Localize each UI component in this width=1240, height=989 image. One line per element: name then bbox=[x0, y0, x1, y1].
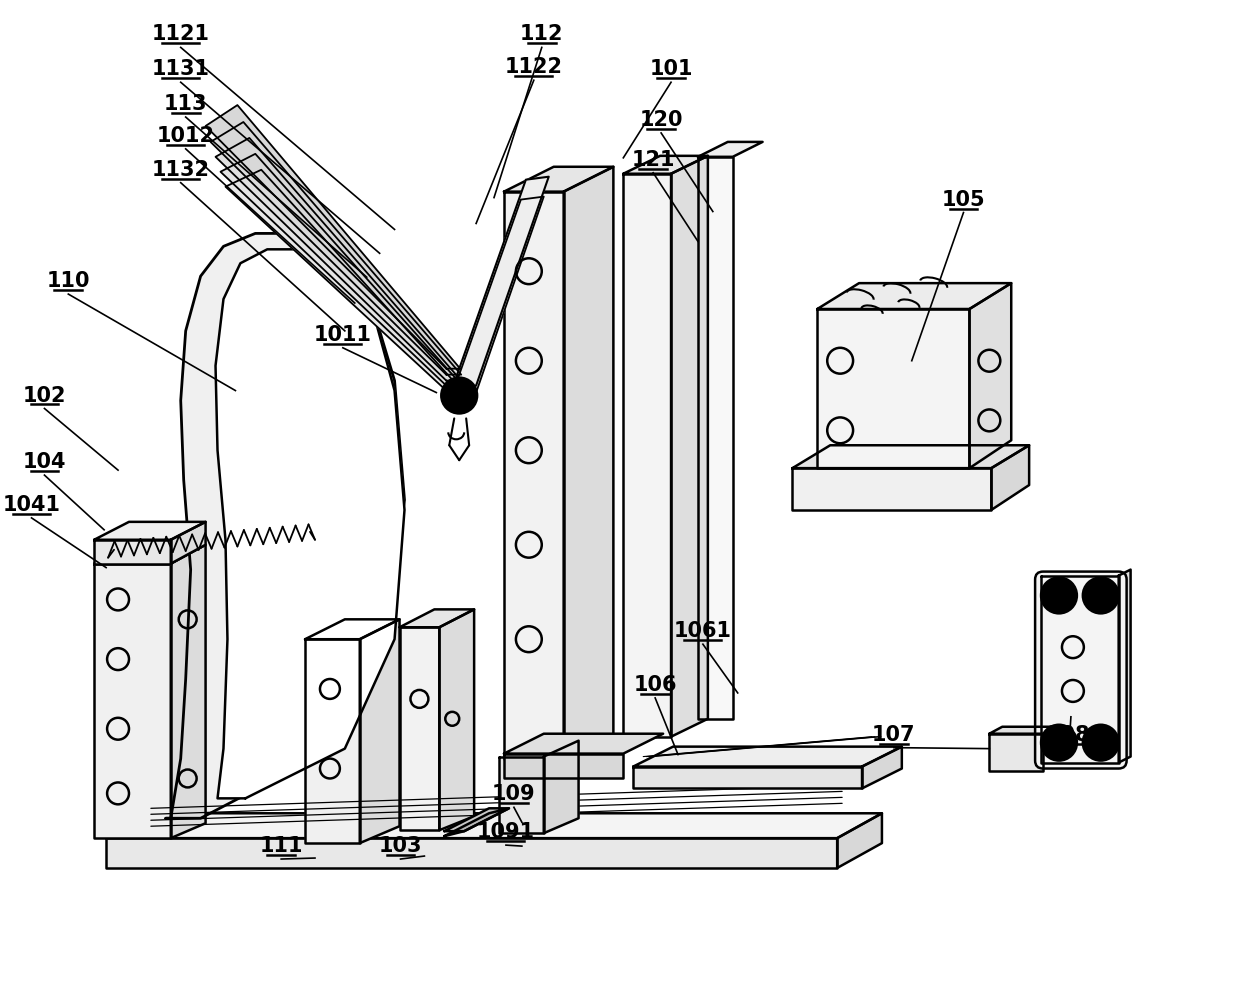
Polygon shape bbox=[792, 468, 991, 510]
Polygon shape bbox=[453, 177, 549, 389]
Polygon shape bbox=[206, 105, 460, 369]
Polygon shape bbox=[94, 545, 206, 564]
Polygon shape bbox=[1118, 570, 1131, 763]
Polygon shape bbox=[444, 808, 508, 831]
Text: 1131: 1131 bbox=[151, 59, 210, 79]
Polygon shape bbox=[498, 757, 544, 833]
Polygon shape bbox=[503, 734, 663, 754]
Polygon shape bbox=[399, 609, 474, 627]
Text: 101: 101 bbox=[650, 59, 693, 79]
Polygon shape bbox=[837, 813, 882, 868]
Polygon shape bbox=[544, 741, 579, 833]
Polygon shape bbox=[564, 167, 614, 759]
Polygon shape bbox=[503, 192, 564, 759]
Polygon shape bbox=[671, 156, 708, 737]
Polygon shape bbox=[862, 747, 901, 788]
Polygon shape bbox=[503, 754, 624, 778]
FancyBboxPatch shape bbox=[1035, 572, 1127, 768]
Text: 1061: 1061 bbox=[673, 621, 732, 641]
Polygon shape bbox=[94, 522, 206, 540]
Circle shape bbox=[451, 388, 467, 404]
Text: 120: 120 bbox=[640, 110, 683, 130]
Polygon shape bbox=[360, 619, 399, 843]
Polygon shape bbox=[399, 627, 439, 830]
Polygon shape bbox=[107, 838, 837, 868]
Polygon shape bbox=[439, 609, 474, 830]
Text: 107: 107 bbox=[872, 725, 915, 745]
Polygon shape bbox=[221, 154, 463, 386]
Polygon shape bbox=[634, 766, 862, 788]
Polygon shape bbox=[990, 727, 1056, 734]
Text: 110: 110 bbox=[47, 271, 91, 291]
Text: 104: 104 bbox=[22, 452, 66, 472]
Polygon shape bbox=[94, 564, 171, 838]
Polygon shape bbox=[817, 283, 1012, 309]
Polygon shape bbox=[624, 174, 671, 737]
Polygon shape bbox=[698, 157, 733, 719]
Text: 1091: 1091 bbox=[477, 822, 534, 843]
Polygon shape bbox=[94, 540, 171, 564]
Text: 103: 103 bbox=[378, 836, 423, 856]
Polygon shape bbox=[216, 249, 404, 798]
Polygon shape bbox=[1042, 576, 1118, 763]
Polygon shape bbox=[792, 445, 1029, 468]
Text: 105: 105 bbox=[941, 190, 986, 210]
Text: 1011: 1011 bbox=[314, 324, 372, 345]
Polygon shape bbox=[107, 813, 882, 838]
Text: 1012: 1012 bbox=[156, 126, 215, 146]
Text: 111: 111 bbox=[259, 836, 303, 856]
Polygon shape bbox=[970, 283, 1012, 468]
Polygon shape bbox=[444, 808, 508, 836]
Polygon shape bbox=[166, 233, 404, 818]
Polygon shape bbox=[171, 545, 206, 838]
Polygon shape bbox=[453, 197, 544, 395]
Text: 113: 113 bbox=[164, 94, 207, 114]
Polygon shape bbox=[211, 122, 461, 375]
Circle shape bbox=[1083, 578, 1118, 613]
Polygon shape bbox=[226, 170, 463, 391]
Text: 109: 109 bbox=[492, 784, 536, 804]
Polygon shape bbox=[171, 522, 206, 564]
Text: 112: 112 bbox=[520, 25, 563, 45]
Circle shape bbox=[1083, 725, 1118, 761]
Circle shape bbox=[1042, 578, 1076, 613]
Polygon shape bbox=[624, 156, 708, 174]
Text: 1132: 1132 bbox=[151, 160, 210, 180]
Polygon shape bbox=[990, 734, 1043, 770]
Text: 121: 121 bbox=[631, 149, 675, 170]
Text: 1122: 1122 bbox=[505, 57, 563, 77]
Text: 1121: 1121 bbox=[151, 25, 210, 45]
Polygon shape bbox=[305, 619, 399, 639]
Polygon shape bbox=[634, 747, 901, 766]
Text: 106: 106 bbox=[634, 674, 677, 695]
Polygon shape bbox=[991, 445, 1029, 510]
Polygon shape bbox=[305, 639, 360, 843]
Polygon shape bbox=[817, 309, 970, 468]
Polygon shape bbox=[503, 167, 614, 192]
Text: 102: 102 bbox=[22, 386, 66, 405]
Circle shape bbox=[441, 378, 477, 413]
Text: 1041: 1041 bbox=[2, 494, 61, 515]
Polygon shape bbox=[698, 141, 763, 157]
Circle shape bbox=[1042, 725, 1076, 761]
Polygon shape bbox=[216, 137, 461, 381]
Text: 108: 108 bbox=[1047, 725, 1091, 745]
